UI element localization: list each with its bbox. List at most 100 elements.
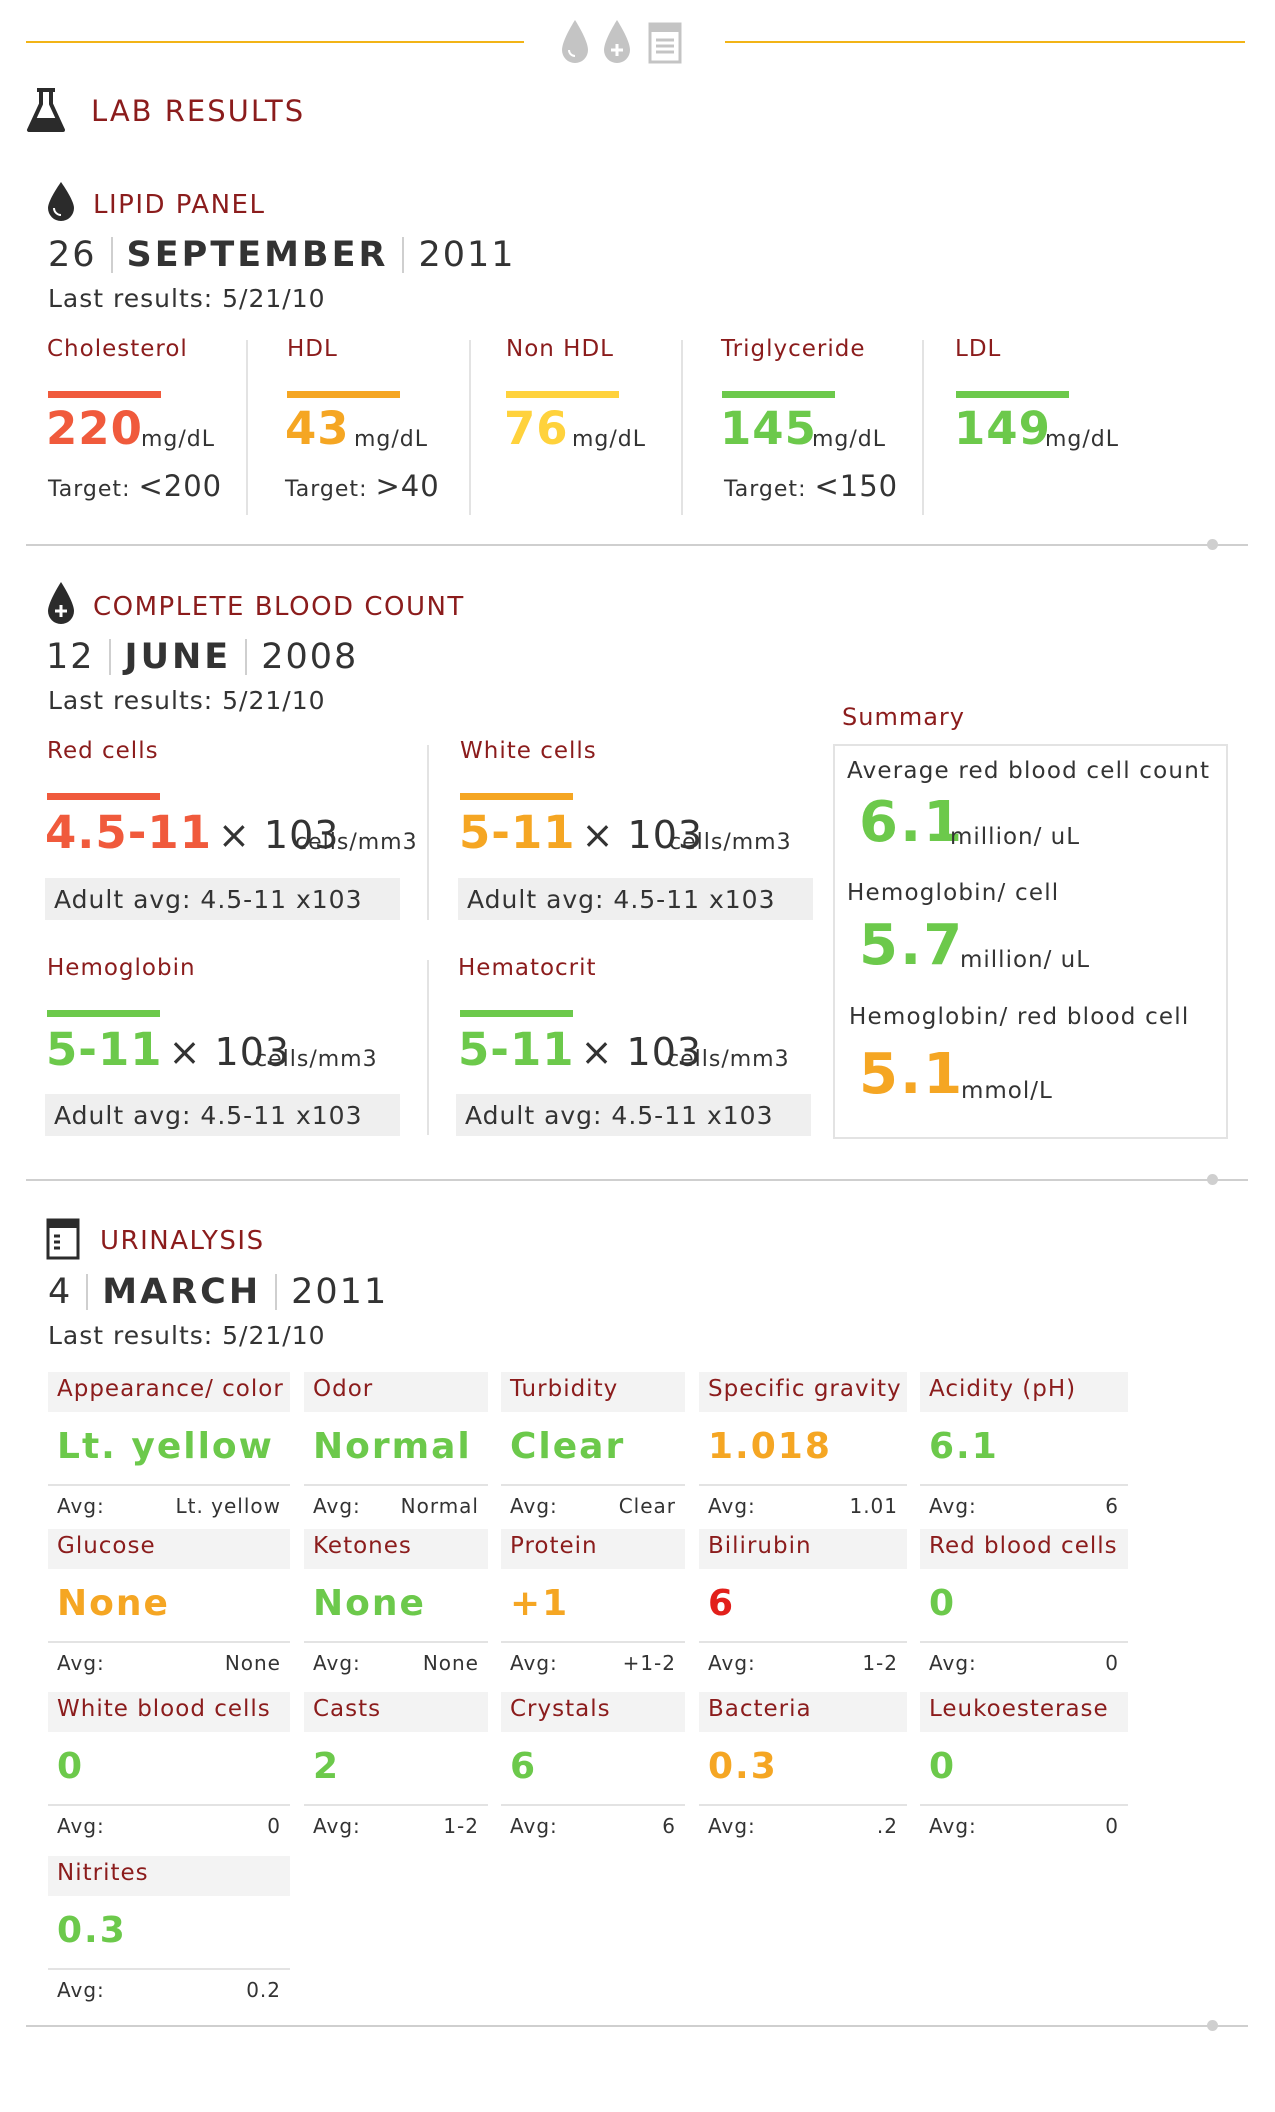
summary-value-hgb-rbc: 5.1 [859, 1042, 965, 1107]
cbc-label-hemoglobin: Hemoglobin [47, 955, 196, 981]
avg-value: 1-2 [443, 1814, 479, 1838]
urinalysis-item-divider [920, 1484, 1128, 1486]
lipid-bar-hdl [287, 391, 400, 398]
urinalysis-item-label: Nitrites [48, 1856, 290, 1896]
avg-value: 0.2 [246, 1978, 281, 2002]
date-day: 12 [46, 637, 95, 677]
cbc-bar-white-cells [460, 793, 573, 800]
urinalysis-item-avg: Avg: .2 [699, 1806, 907, 1844]
urinalysis-item-avg: Avg: 6 [501, 1806, 685, 1844]
urinalysis-item-avg: Avg: 0 [920, 1643, 1128, 1681]
avg-label: Avg: [57, 1494, 105, 1518]
avg-value: Clear [618, 1494, 676, 1518]
urinalysis-item-value: Clear [510, 1426, 626, 1467]
drop-plus-icon[interactable] [602, 18, 632, 66]
urinalysis-item-avg: Avg: 0.2 [48, 1970, 290, 2008]
urinalysis-item: White blood cells 0 Avg: 0 [48, 1692, 290, 1844]
avg-label: Avg: [57, 1978, 105, 2002]
page-title: LAB RESULTS [91, 94, 306, 128]
urinalysis-item-avg: Avg: +1-2 [501, 1643, 685, 1681]
lipid-label-ldl: LDL [955, 336, 1002, 362]
urinalysis-item-avg: Avg: 1-2 [304, 1806, 488, 1844]
date-month: SEPTEMBER [126, 235, 389, 275]
date-month: MARCH [102, 1272, 262, 1312]
summary-unit-hgb-cell: million/ uL [960, 947, 1091, 973]
cbc-label-hematocrit: Hematocrit [458, 955, 597, 981]
urinalysis-item-value: None [57, 1583, 170, 1624]
cbc-bar-hematocrit [460, 1010, 573, 1017]
urinalysis-item-label: Casts [304, 1692, 488, 1732]
cbc-value-hematocrit: 5-11 × 103 [458, 1023, 703, 1076]
avg-value: Lt. yellow [175, 1494, 281, 1518]
urinalysis-item-value: None [313, 1583, 426, 1624]
urinalysis-item-label: Glucose [48, 1529, 290, 1569]
cbc-unit-hemoglobin: cells/mm3 [255, 1047, 378, 1072]
urinalysis-last-results: Last results: 5/21/10 [48, 1321, 326, 1350]
urinalysis-item-divider [48, 1484, 290, 1486]
cbc-title: COMPLETE BLOOD COUNT [93, 592, 465, 622]
summary-title: Summary [842, 703, 965, 731]
lipid-unit-hdl: mg/dL [354, 427, 429, 452]
avg-value: 0 [1105, 1651, 1119, 1675]
urinalysis-item-label: Odor [304, 1372, 488, 1412]
date-day: 26 [48, 235, 97, 275]
header-rule-right [725, 41, 1245, 43]
avg-label: Avg: [708, 1651, 756, 1675]
urinalysis-item-label: White blood cells [48, 1692, 290, 1732]
urinalysis-item-avg: Avg: 0 [920, 1806, 1128, 1844]
urinalysis-item-label: Specific gravity [699, 1372, 907, 1412]
urinalysis-item-divider [699, 1641, 907, 1643]
date-year: 2008 [261, 637, 359, 677]
urinalysis-item-value: 6 [510, 1746, 538, 1787]
avg-label: Avg: [929, 1651, 977, 1675]
cbc-avg-hemoglobin: Adult avg: 4.5-11 x103 [45, 1094, 400, 1136]
lipid-panel-date: 26 SEPTEMBER 2011 [48, 235, 516, 275]
urinalysis-item-divider [48, 1804, 290, 1806]
urinalysis-item-label: Bacteria [699, 1692, 907, 1732]
urinalysis-title: URINALYSIS [100, 1226, 265, 1256]
cbc-value-white-cells: 5-11 × 103 [459, 806, 704, 859]
cbc-value-red-cells: 4.5-11 × 103 [45, 806, 340, 859]
urinalysis-item-divider [699, 1484, 907, 1486]
summary-value-hgb-cell: 5.7 [859, 913, 965, 978]
avg-value: 0 [267, 1814, 281, 1838]
lipid-last-results: Last results: 5/21/10 [48, 284, 326, 313]
summary-unit-hgb-rbc: mmol/L [961, 1078, 1053, 1104]
lipid-bar-non-hdl [506, 391, 619, 398]
avg-value: +1-2 [622, 1651, 676, 1675]
drop-icon[interactable] [560, 18, 590, 66]
urinalysis-item-label: Leukoesterase [920, 1692, 1128, 1732]
avg-label: Avg: [313, 1814, 361, 1838]
date-day: 4 [48, 1272, 73, 1312]
urinalysis-item-divider [501, 1484, 685, 1486]
lipid-bar-ldl [956, 391, 1069, 398]
urinalysis-item-value: Normal [313, 1426, 472, 1467]
beaker-icon[interactable] [648, 22, 682, 64]
urinalysis-item: Nitrites 0.3 Avg: 0.2 [48, 1856, 290, 2008]
urinalysis-item-divider [920, 1804, 1128, 1806]
urinalysis-item-label: Crystals [501, 1692, 685, 1732]
urinalysis-item-value: 0 [929, 1583, 957, 1624]
urinalysis-item-value: 0 [929, 1746, 957, 1787]
avg-label: Avg: [313, 1494, 361, 1518]
urinalysis-item-divider [304, 1641, 488, 1643]
cbc-avg-red-cells: Adult avg: 4.5-11 x103 [45, 878, 400, 920]
urinalysis-item: Crystals 6 Avg: 6 [501, 1692, 685, 1844]
date-month: JUNE [124, 637, 232, 677]
lipid-target-hdl: Target: >40 [285, 469, 440, 503]
cbc-date: 12 JUNE 2008 [46, 637, 358, 677]
drop-icon [48, 182, 74, 221]
urinalysis-item-avg: Avg: 6 [920, 1486, 1128, 1524]
cbc-bar-red-cells [47, 793, 160, 800]
urinalysis-item-divider [48, 1968, 290, 1970]
cbc-unit-red-cells: cells/mm3 [295, 830, 418, 855]
avg-value: 1-2 [862, 1651, 898, 1675]
cbc-last-results: Last results: 5/21/10 [48, 686, 326, 715]
flask-icon [27, 88, 65, 132]
avg-label: Avg: [57, 1651, 105, 1675]
urinalysis-item-avg: Avg: Normal [304, 1486, 488, 1524]
urinalysis-item-avg: Avg: 1.01 [699, 1486, 907, 1524]
cbc-avg-hematocrit: Adult avg: 4.5-11 x103 [456, 1094, 811, 1136]
urinalysis-item-avg: Avg: Clear [501, 1486, 685, 1524]
avg-value: 1.01 [849, 1494, 898, 1518]
